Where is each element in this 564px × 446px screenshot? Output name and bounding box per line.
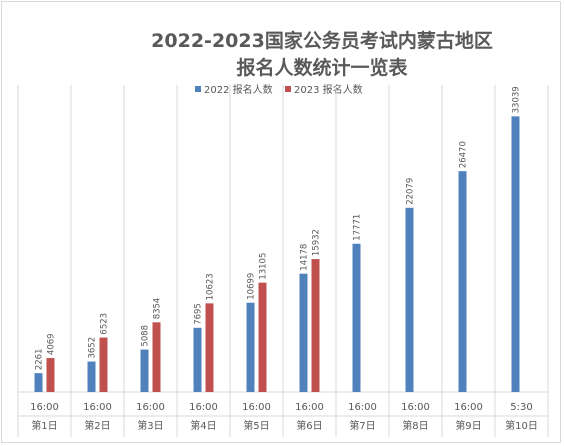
tick-day-label-4: 第4日 xyxy=(190,419,216,432)
value-label-2022-day4: 7695 xyxy=(194,303,204,325)
category-grid xyxy=(17,85,549,437)
bar-2023-day2 xyxy=(99,337,108,392)
value-label-2022-day10: 33039 xyxy=(512,86,522,113)
bar-2022-day3 xyxy=(140,349,149,392)
tick-time-day1: 16:00 xyxy=(30,402,59,413)
bar-2023-day5 xyxy=(258,282,267,392)
legend-label-2022: 2022 报名人数 xyxy=(204,83,273,96)
value-label-2023-day1: 4069 xyxy=(47,333,57,355)
tick-day-label-2: 第2日 xyxy=(84,419,110,432)
bar-2022-day1 xyxy=(34,373,43,392)
legend-swatch-2022 xyxy=(195,86,201,92)
tick-time-day5: 16:00 xyxy=(242,402,271,413)
value-label-2022-day9: 26470 xyxy=(459,141,469,168)
legend: 2022 报名人数 2023 报名人数 xyxy=(195,83,363,96)
tick-day-label-5: 第5日 xyxy=(243,419,269,432)
value-label-2022-day8: 22079 xyxy=(406,178,416,205)
value-label-2023-day5: 13105 xyxy=(259,253,269,280)
category-axis: 16:00 第1日 16:00 第2日 16:00 第3日 16:00 第4日 16:00 第5日… xyxy=(18,402,548,432)
value-label-2022-day6: 14178 xyxy=(300,244,310,271)
bars xyxy=(34,116,520,392)
value-label-2023-day4: 10623 xyxy=(206,273,216,300)
bar-2023-day3 xyxy=(152,322,161,392)
value-label-2022-day5: 10699 xyxy=(247,273,257,300)
value-label-2022-day2: 3652 xyxy=(88,337,98,359)
bar-2023-day1 xyxy=(46,358,55,392)
value-label-2022-day7: 17771 xyxy=(353,214,363,241)
bar-2022-day7 xyxy=(352,243,361,392)
bar-2023-day4 xyxy=(205,303,214,392)
tick-time-day4: 16:00 xyxy=(189,402,218,413)
value-label-2022-day1: 2261 xyxy=(35,348,45,370)
tick-day-label-8: 第8日 xyxy=(402,419,428,432)
value-label-2023-day3: 8354 xyxy=(153,298,163,320)
tick-day-label-1: 第1日 xyxy=(31,419,57,432)
tick-day-label-9: 第9日 xyxy=(455,419,481,432)
chart-title-line1: 2022-2023国家公务员考试内蒙古地区 xyxy=(151,29,493,52)
bar-2022-day10 xyxy=(511,116,520,392)
value-label-2023-day6: 15932 xyxy=(312,229,322,256)
legend-label-2023: 2023 报名人数 xyxy=(294,83,363,96)
value-label-2023-day2: 6523 xyxy=(100,313,110,335)
tick-time-day9: 16:00 xyxy=(454,402,483,413)
tick-time-day8: 16:00 xyxy=(401,402,430,413)
tick-time-day7: 16:00 xyxy=(348,402,377,413)
bar-2022-day9 xyxy=(458,171,467,392)
tick-time-day6: 16:00 xyxy=(295,402,324,413)
tick-time-day2: 16:00 xyxy=(83,402,112,413)
bar-2022-day8 xyxy=(405,207,414,392)
tick-day-label-10: 第10日 xyxy=(505,419,538,432)
tick-time-day3: 16:00 xyxy=(136,402,165,413)
bar-2022-day5 xyxy=(246,302,255,392)
bar-2023-day6 xyxy=(311,259,320,392)
value-label-2022-day3: 5088 xyxy=(141,325,151,347)
bar-2022-day6 xyxy=(299,273,308,392)
tick-day-label-3: 第3日 xyxy=(137,419,163,432)
tick-day-label-7: 第7日 xyxy=(349,419,375,432)
bar-2022-day4 xyxy=(193,327,202,392)
legend-swatch-2023 xyxy=(285,86,291,92)
chart-title-line2: 报名人数统计一览表 xyxy=(236,56,408,79)
tick-day-label-6: 第6日 xyxy=(296,419,322,432)
tick-time-day10: 5:30 xyxy=(510,402,532,413)
bar-2022-day2 xyxy=(87,361,96,392)
